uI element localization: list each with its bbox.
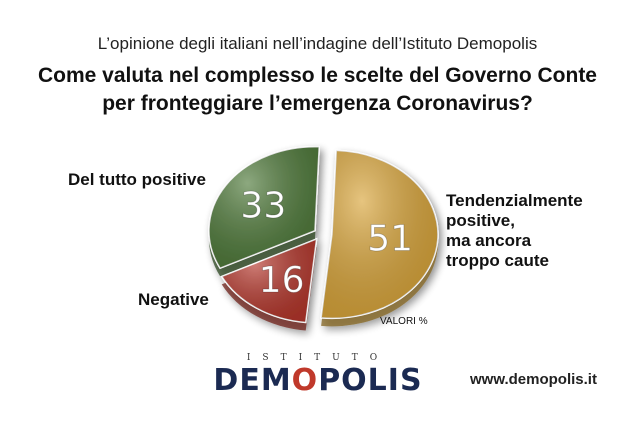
- label-tendenzialmente-line-4: troppo caute: [446, 251, 549, 270]
- label-tendenzialmente-line-3: ma ancora: [446, 231, 532, 250]
- label-tendenzialmente-positive: Tendenzialmente positive, ma ancora trop…: [446, 191, 583, 271]
- logo-wordmark: DEMOPOLIS: [212, 363, 424, 398]
- demopolis-logo: ISTITUTO DEMOPOLIS: [212, 353, 424, 398]
- chart-subtitle: L’opinione degli italiani nell’indagine …: [97, 34, 538, 53]
- website-url: www.demopolis.it: [470, 371, 597, 388]
- label-tendenzialmente-line-2: positive,: [446, 211, 515, 230]
- pie-values: 51 16 33: [240, 185, 413, 302]
- value-negative: 16: [259, 260, 305, 301]
- logo-part-o: O: [291, 363, 319, 398]
- slice-negative-sheen: [221, 238, 317, 323]
- label-negative: Negative: [138, 290, 209, 309]
- value-del-tutto-positive: 33: [240, 185, 286, 226]
- label-tendenzialmente-line-1: Tendenzialmente: [446, 191, 583, 210]
- chart-title-line-1: Come valuta nel complesso le scelte del …: [37, 64, 597, 87]
- logo-top-text: ISTITUTO: [246, 353, 390, 363]
- logo-part-a: DEM: [213, 363, 292, 398]
- chart-title-line-2: per fronteggiare l’emergenza Coronavirus…: [102, 92, 533, 115]
- slice-tendenzialmente-positive-sheen: [321, 150, 438, 319]
- values-unit-note: VALORI %: [380, 316, 428, 327]
- value-tendenzialmente-positive: 51: [367, 219, 413, 260]
- slice-del-tutto-positive-sheen: [208, 146, 320, 269]
- pie-slices: [208, 146, 439, 331]
- logo-part-b: POLIS: [318, 363, 423, 398]
- label-del-tutto-positive: Del tutto positive: [68, 170, 206, 189]
- chart-title: Come valuta nel complesso le scelte del …: [0, 62, 635, 118]
